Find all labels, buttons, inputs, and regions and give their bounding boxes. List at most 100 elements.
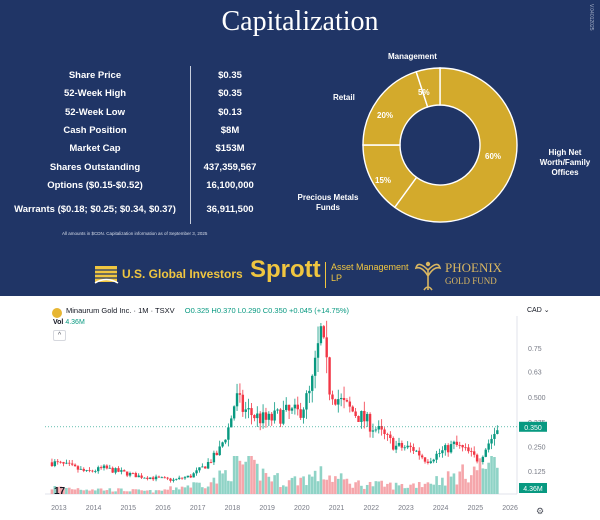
volume-bar [235, 456, 239, 494]
candle-body [62, 462, 65, 464]
volume-bar [464, 478, 467, 494]
candle-body [123, 470, 126, 472]
y-tick-label: 0.75 [528, 346, 542, 353]
candle-body [464, 447, 467, 449]
candle-body [371, 430, 375, 432]
candle-body [400, 442, 404, 448]
volume-bar [189, 487, 193, 494]
sprott-logo: Sprott [250, 256, 321, 283]
candle-body [53, 461, 57, 467]
candle-body [368, 413, 372, 432]
y-tick-label: 0.500 [528, 395, 546, 402]
sprott-divider [325, 262, 326, 288]
row-label: 52-Week Low [64, 107, 125, 118]
candle-body [94, 471, 97, 472]
slice-label-precious-metals-funds: Precious Metals Funds [297, 193, 359, 212]
candle-body [394, 445, 398, 450]
currency-label: CAD [527, 307, 542, 314]
row-label: Shares Outstanding [49, 162, 141, 173]
candle-body [342, 397, 346, 401]
x-tick-label: 2017 [190, 505, 206, 512]
collapse-legend-button[interactable]: ^ [53, 330, 66, 341]
volume-bar [229, 481, 233, 494]
slice-label-retail: Retail [333, 93, 355, 102]
volume-bar [258, 480, 262, 494]
candle-body [218, 446, 221, 456]
row-label: Cash Position [63, 125, 127, 136]
volume-bar [406, 487, 409, 494]
volume-bar [264, 473, 268, 494]
volume-bar [59, 486, 62, 494]
volume-bar [151, 492, 155, 494]
row-label: Warrants ($0.18; $0.25; $0.34, $0.37) [14, 204, 176, 215]
candle-body [432, 459, 435, 462]
x-tick-label: 2019 [259, 505, 275, 512]
candle-body [186, 475, 190, 478]
last-price-label: 0.350 [524, 425, 542, 432]
volume-bar [105, 490, 109, 494]
volume-label: Vol [53, 319, 64, 326]
volume-bar [435, 476, 438, 494]
x-tick-label: 2020 [294, 505, 310, 512]
volume-bar [487, 462, 490, 494]
candle-body [73, 464, 77, 467]
volume-bar [206, 486, 210, 494]
volume-bar [212, 477, 216, 494]
y-tick-label: 0.250 [528, 445, 546, 452]
volume-bar [215, 483, 219, 494]
candle-body [177, 477, 181, 479]
candle-body [409, 445, 412, 448]
ohlc-readout: O0.325 H0.370 L0.290 C0.350 +0.045 (+14.… [184, 306, 350, 315]
row-value: $0.35 [218, 70, 242, 81]
volume-bar [308, 474, 311, 494]
last-price-badge [519, 421, 547, 432]
candle-body [241, 394, 245, 412]
candle-body [91, 470, 94, 472]
volume-bar [438, 485, 441, 494]
candle-body [221, 442, 224, 447]
volume-bar [227, 480, 230, 494]
candle-body [258, 413, 262, 424]
candle-body [308, 390, 311, 394]
candle-body [386, 434, 389, 435]
volume-bar [128, 491, 132, 494]
candle-body [331, 394, 334, 400]
candle-body [279, 409, 282, 424]
volume-bar [287, 480, 291, 494]
volume-bar [192, 482, 195, 494]
volume-bar [85, 489, 88, 494]
volume-bar [53, 485, 57, 494]
candle-body [149, 477, 152, 479]
gear-icon[interactable]: ⚙ [536, 506, 545, 516]
volume-bar [371, 486, 375, 494]
volume-bar [386, 483, 389, 494]
volume-bar [484, 468, 488, 494]
candle-body [163, 477, 166, 479]
candle-body [206, 462, 210, 469]
slide-version-text: V.04012025 [588, 4, 594, 31]
candle-body [166, 477, 169, 479]
candle-body [455, 441, 459, 445]
candle-body [232, 406, 236, 419]
tradingview-logo-icon[interactable]: 17 [54, 486, 66, 497]
volume-bar [65, 487, 68, 494]
ownership-donut-chart [362, 67, 518, 223]
currency-selector[interactable]: CAD ⌄ [527, 306, 550, 314]
chart-header: Minaurum Gold Inc. · 1M · TSXV O0.325 H0… [56, 306, 349, 315]
donut-slice [393, 67, 518, 223]
candle-body [325, 337, 328, 358]
candle-body [65, 462, 68, 464]
volume-bar [429, 483, 433, 494]
candle-body [363, 410, 366, 422]
price-chart-panel[interactable]: 0.750.630.5000.3750.2500.125201320142015… [0, 296, 600, 520]
usgi-name: U.S. Global Investors [122, 267, 243, 281]
volume-bar [377, 481, 381, 494]
candle-body [438, 453, 441, 454]
volume-bar [339, 473, 343, 494]
candle-body [102, 465, 106, 469]
candlestick-chart[interactable]: 0.750.630.5000.3750.2500.125201320142015… [0, 296, 600, 520]
volume-bar [261, 468, 265, 494]
volume-bar [203, 488, 207, 494]
x-tick-label: 2021 [329, 505, 345, 512]
volume-bar [50, 489, 54, 494]
